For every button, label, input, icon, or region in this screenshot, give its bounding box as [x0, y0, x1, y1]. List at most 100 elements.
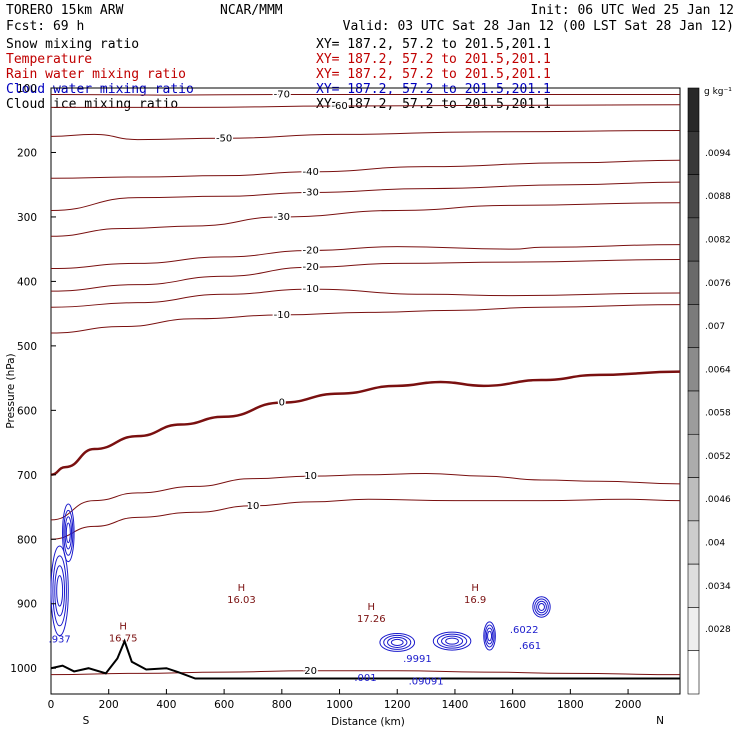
colorbar-swatch	[687, 174, 700, 219]
high-marker: H	[368, 602, 376, 613]
south-label: S	[83, 715, 90, 727]
field-name: Cloud ice mixing ratio	[6, 97, 178, 112]
colorbar-swatch	[687, 217, 700, 262]
temperature-contour	[50, 304, 681, 334]
colorbar-swatch	[687, 477, 700, 522]
field-annotation: .09091	[409, 676, 444, 687]
x-tick-label: 800	[272, 699, 292, 711]
cloud-water-contour	[432, 631, 472, 651]
colorbar-tick-label: .004	[705, 539, 725, 549]
cloud-water-contour	[63, 509, 74, 556]
cloud-water-contour	[538, 602, 545, 611]
temperature-contour	[50, 202, 681, 237]
cloud-water-contour	[436, 633, 468, 649]
y-tick-label: 400	[17, 276, 37, 288]
cloud-water-contour	[441, 635, 464, 647]
colorbar-swatch	[687, 520, 700, 565]
y-tick-label: 500	[17, 341, 37, 353]
colorbar-swatch	[687, 563, 700, 608]
colorbar-tick-label: .0064	[705, 365, 731, 375]
x-axis-label: Distance (km)	[331, 716, 405, 728]
temperature-contour	[50, 181, 681, 211]
colorbar-tick-label: .0052	[705, 452, 731, 462]
temperature-contour	[50, 244, 681, 270]
high-marker: H	[119, 622, 127, 633]
field-annotation: .001	[354, 673, 376, 684]
cloud-water-contour	[65, 522, 71, 544]
temperature-contour	[50, 258, 681, 292]
high-value: 17.26	[357, 614, 386, 625]
field-name: Cloud water mixing ratio	[6, 82, 194, 97]
contour-label: -10	[274, 310, 290, 321]
field-annotation: .937	[49, 634, 71, 645]
x-tick-label: 600	[214, 699, 234, 711]
cloud-water-contours	[50, 503, 551, 652]
cloud-water-contour	[484, 624, 495, 648]
colorbar-tick-label: .007	[705, 322, 725, 332]
model-title: TORERO 15km ARW	[6, 3, 124, 18]
contour-label: -20	[303, 245, 319, 256]
cloud-water-contour	[487, 630, 493, 642]
cloud-water-contour	[54, 565, 66, 617]
cloud-water-contour	[485, 627, 494, 645]
temperature-contour	[50, 159, 681, 179]
colorbar-swatch	[687, 347, 700, 392]
cloud-water-contour	[379, 632, 416, 652]
cloud-water-contour	[50, 545, 69, 637]
temperature-contour	[51, 104, 681, 108]
field-name: Temperature	[6, 52, 92, 67]
y-tick-label: 200	[17, 147, 37, 159]
cloud-water-contour	[534, 598, 549, 616]
high-value: 16.9	[464, 595, 486, 606]
colorbar-tick-label: .0088	[705, 192, 731, 202]
y-tick-label: 100	[17, 83, 37, 95]
terrain-profile	[50, 638, 680, 680]
high-marker: H	[238, 583, 246, 594]
contour-labels: -70-60-50-40-30-30-20-20-10-100101020H16…	[49, 88, 542, 687]
temperature-contour	[50, 498, 681, 540]
colorbar-swatch	[687, 390, 700, 435]
x-tick-label: 1600	[499, 699, 526, 711]
field-list: Snow mixing ratio XY= 187.2, 57.2 to 201.…	[6, 37, 551, 112]
high-marker: H	[471, 583, 479, 594]
y-tick-label: 600	[17, 405, 37, 417]
colorbar-swatch	[687, 87, 700, 132]
y-tick-label: 800	[17, 534, 37, 546]
y-tick-label: 900	[17, 599, 37, 611]
x-tick-label: 1200	[384, 699, 411, 711]
y-tick-label: 300	[17, 212, 37, 224]
temperature-contour	[50, 670, 681, 676]
cloud-water-contour	[445, 637, 459, 645]
contour-label: -20	[303, 262, 319, 273]
x-tick-label: 400	[156, 699, 176, 711]
axes: 0 200 400 600 800 1000 1200 1400 1600 1800 2000100…	[10, 83, 641, 711]
x-tick-label: 2000	[615, 699, 642, 711]
north-label: N	[656, 715, 664, 727]
plot-frame	[50, 87, 681, 695]
contour-label: 20	[304, 666, 317, 677]
init-time: Init: 06 UTC Wed 25 Jan 12	[531, 3, 735, 18]
colorbar-swatch	[687, 260, 700, 305]
colorbar-tick-label: .0094	[705, 149, 731, 159]
x-tick-label: 200	[99, 699, 119, 711]
colorbar-tick-label: .0082	[705, 236, 731, 246]
contour-label: -10	[303, 284, 319, 295]
x-tick-label: 1000	[326, 699, 353, 711]
field-annotation: .661	[519, 641, 541, 652]
field-xy: XY= 187.2, 57.2 to 201.5,201.1	[316, 67, 551, 82]
cloud-water-contour	[387, 636, 408, 648]
y-tick-label: 1000	[10, 663, 37, 675]
colorbar-swatch	[687, 130, 700, 175]
contour-label: -30	[303, 187, 319, 198]
cloud-water-contour	[390, 638, 404, 646]
contour-label: 10	[247, 501, 260, 512]
contour-label: 10	[304, 471, 317, 482]
colorbar-tick-label: .0028	[705, 625, 731, 635]
x-tick-label: 1400	[442, 699, 469, 711]
field-annotation: .6022	[510, 625, 539, 636]
cloud-water-contour	[56, 575, 64, 607]
x-tick-label: 0	[48, 699, 55, 711]
colorbar-units: g kg⁻¹	[704, 87, 732, 97]
field-xy: XY= 187.2, 57.2 to 201.5,201.1	[316, 82, 551, 97]
colorbar-tick-label: .0058	[705, 409, 731, 419]
